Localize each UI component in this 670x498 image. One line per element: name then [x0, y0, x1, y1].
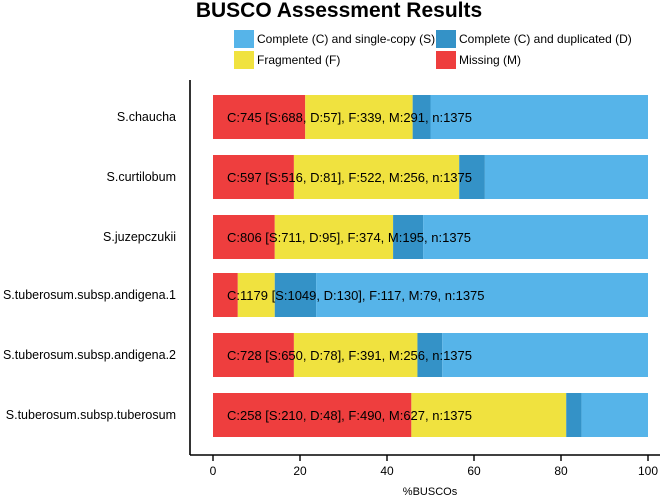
bar-annotation: C:806 [S:711, D:95], F:374, M:195, n:137…: [227, 230, 471, 245]
bar-duplicated: [417, 333, 443, 377]
bar-duplicated: [412, 95, 431, 139]
bar-single: [423, 215, 648, 259]
bar-annotation: C:1179 [S:1049, D:130], F:117, M:79, n:1…: [227, 288, 485, 303]
bar-annotation: C:728 [S:650, D:78], F:391, M:256, n:137…: [227, 348, 472, 363]
bar-missing: [213, 393, 412, 437]
category-label: S.juzepczukii: [103, 230, 176, 244]
category-label: S.chaucha: [117, 110, 176, 124]
bar-fragmented: [237, 273, 275, 317]
bars-group: C:745 [S:688, D:57], F:339, M:291, n:137…: [213, 95, 648, 437]
bar-duplicated: [274, 273, 317, 317]
category-label: S.tuberosum.subsp.andigena.1: [3, 288, 176, 302]
bar-duplicated: [393, 215, 424, 259]
legend-label-single: Complete (C) and single-copy (S): [257, 32, 435, 46]
bar-duplicated: [459, 155, 485, 199]
bar-missing: [213, 155, 294, 199]
bar-fragmented: [293, 155, 460, 199]
bar-fragmented: [411, 393, 567, 437]
bar-fragmented: [274, 215, 394, 259]
category-label: S.tuberosum.subsp.tuberosum: [6, 408, 176, 422]
bar-missing: [213, 333, 294, 377]
legend-label-duplicated: Complete (C) and duplicated (D): [459, 32, 632, 46]
bar-missing: [213, 215, 275, 259]
legend-swatch-fragmented: [234, 51, 254, 69]
bar-single: [316, 273, 648, 317]
legend: Complete (C) and single-copy (S) Complete…: [234, 30, 632, 69]
bar-missing: [213, 95, 306, 139]
legend-swatch-single: [234, 30, 254, 48]
x-tick-label: 20: [293, 464, 307, 478]
axes: 0 20 40 60 80 100: [189, 80, 660, 478]
x-tick-label: 0: [210, 464, 217, 478]
bar-single: [581, 393, 648, 437]
legend-swatch-duplicated: [436, 30, 456, 48]
bar-duplicated: [566, 393, 582, 437]
bar-annotation: C:745 [S:688, D:57], F:339, M:291, n:137…: [227, 110, 472, 125]
x-axis-label: %BUSCOs: [403, 486, 458, 498]
bar-annotation: C:597 [S:516, D:81], F:522, M:256, n:137…: [227, 170, 472, 185]
bar-annotation: C:258 [S:210, D:48], F:490, M:627, n:137…: [227, 408, 472, 423]
x-tick-label: 80: [554, 464, 568, 478]
x-tick-label: 60: [467, 464, 481, 478]
chart-title: BUSCO Assessment Results: [196, 0, 482, 22]
x-tick-label: 100: [638, 464, 658, 478]
x-tick-label: 40: [380, 464, 394, 478]
bar-fragmented: [305, 95, 413, 139]
bar-fragmented: [293, 333, 418, 377]
category-label: S.tuberosum.subsp.andigena.2: [3, 348, 176, 362]
bar-missing: [213, 273, 238, 317]
category-label: S.curtilobum: [107, 170, 176, 184]
legend-swatch-missing: [436, 51, 456, 69]
bar-single: [484, 155, 648, 199]
legend-label-fragmented: Fragmented (F): [257, 53, 340, 67]
category-labels: S.chaucha S.curtilobum S.juzepczukii S.tube…: [3, 110, 176, 422]
legend-label-missing: Missing (M): [459, 53, 521, 67]
bar-single: [442, 333, 648, 377]
bar-single: [430, 95, 648, 139]
